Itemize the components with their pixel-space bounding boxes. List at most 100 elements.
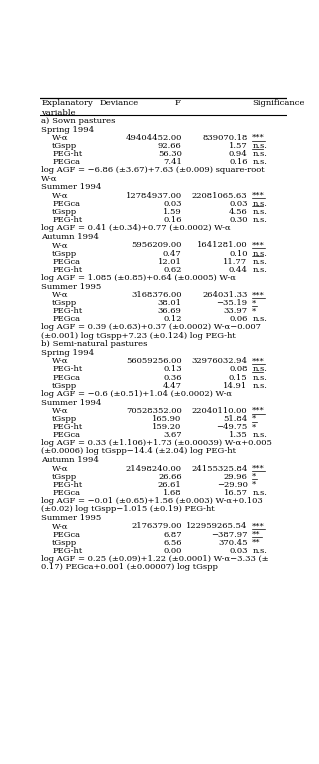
Text: 0.08: 0.08	[229, 365, 248, 374]
Text: PEG-ht: PEG-ht	[52, 151, 83, 158]
Text: *: *	[252, 473, 256, 481]
Text: W-α: W-α	[41, 174, 58, 183]
Text: *: *	[252, 299, 256, 307]
Text: 14.91: 14.91	[223, 381, 248, 390]
Text: 370.45: 370.45	[218, 539, 248, 547]
Text: Summer 1994: Summer 1994	[41, 399, 102, 406]
Text: 0.15: 0.15	[229, 374, 248, 381]
Text: 1.35: 1.35	[229, 431, 248, 439]
Text: 56059256.00: 56059256.00	[126, 358, 182, 365]
Text: log AGF = 0.39 (±0.63)+0.37 (±0.0002) W-α−0.007: log AGF = 0.39 (±0.63)+0.37 (±0.0002) W-…	[41, 323, 262, 332]
Text: ***: ***	[252, 358, 265, 365]
Text: 0.44: 0.44	[229, 266, 248, 274]
Text: 6.87: 6.87	[163, 530, 182, 539]
Text: PEG-ht: PEG-ht	[52, 266, 83, 274]
Text: (±0.02) log tGspp−1.015 (±0.19) PEG-ht: (±0.02) log tGspp−1.015 (±0.19) PEG-ht	[41, 505, 215, 513]
Text: 36.69: 36.69	[158, 307, 182, 316]
Text: Spring 1994: Spring 1994	[41, 349, 94, 357]
Text: PEGca: PEGca	[52, 200, 80, 208]
Text: 0.06: 0.06	[229, 316, 248, 323]
Text: 38.01: 38.01	[158, 299, 182, 307]
Text: Autumn 1994: Autumn 1994	[41, 456, 99, 465]
Text: PEG-ht: PEG-ht	[52, 423, 83, 431]
Text: F: F	[175, 99, 181, 108]
Text: tGspp: tGspp	[52, 381, 78, 390]
Text: W-α: W-α	[52, 358, 69, 365]
Text: 0.00: 0.00	[163, 547, 182, 555]
Text: 1.68: 1.68	[163, 489, 182, 497]
Text: tGspp: tGspp	[52, 473, 78, 481]
Text: n.s.: n.s.	[252, 365, 267, 374]
Text: 26.66: 26.66	[158, 473, 182, 481]
Text: 0.47: 0.47	[163, 250, 182, 257]
Text: Significance: Significance	[252, 99, 305, 108]
Text: W-α: W-α	[52, 241, 69, 249]
Text: n.s.: n.s.	[252, 381, 267, 390]
Text: W-α: W-α	[52, 407, 69, 415]
Text: −49.75: −49.75	[216, 423, 248, 431]
Text: 0.13: 0.13	[163, 365, 182, 374]
Text: (±0.0006) log tGspp−14.4 (±2.04) log PEG-ht: (±0.0006) log tGspp−14.4 (±2.04) log PEG…	[41, 448, 236, 455]
Text: tGspp: tGspp	[52, 250, 78, 257]
Text: PEGca: PEGca	[52, 374, 80, 381]
Text: n.s.: n.s.	[252, 200, 267, 208]
Text: PEG-ht: PEG-ht	[52, 365, 83, 374]
Text: 4.56: 4.56	[229, 208, 248, 216]
Text: W-α: W-α	[52, 465, 69, 473]
Text: n.s.: n.s.	[252, 431, 267, 439]
Text: b) Semi-natural pastures: b) Semi-natural pastures	[41, 341, 148, 348]
Text: −35.19: −35.19	[217, 299, 248, 307]
Text: tGspp: tGspp	[52, 299, 78, 307]
Text: 839070.18: 839070.18	[202, 134, 248, 142]
Text: 0.17) PEGca+0.001 (±0.00007) log tGspp: 0.17) PEGca+0.001 (±0.00007) log tGspp	[41, 563, 218, 571]
Text: PEG-ht: PEG-ht	[52, 481, 83, 489]
Text: 159.20: 159.20	[152, 423, 182, 431]
Text: Explanatory
variable: Explanatory variable	[41, 99, 93, 117]
Text: tGspp: tGspp	[52, 208, 78, 216]
Text: ***: ***	[252, 465, 265, 473]
Text: 0.16: 0.16	[229, 158, 248, 167]
Text: (±0.001) log tGspp+7.23 (±0.124) log PEG-ht: (±0.001) log tGspp+7.23 (±0.124) log PEG…	[41, 332, 236, 339]
Text: n.s.: n.s.	[252, 257, 267, 266]
Text: PEG-ht: PEG-ht	[52, 547, 83, 555]
Text: −29.90: −29.90	[217, 481, 248, 489]
Text: Summer 1995: Summer 1995	[41, 283, 102, 290]
Text: log AGF = −6.86 (±3.67)+7.63 (±0.009) square-root: log AGF = −6.86 (±3.67)+7.63 (±0.009) sq…	[41, 167, 265, 174]
Text: 122959265.54: 122959265.54	[186, 523, 248, 530]
Text: a) Sown pastures: a) Sown pastures	[41, 117, 116, 125]
Text: n.s.: n.s.	[252, 142, 267, 150]
Text: 22040110.00: 22040110.00	[192, 407, 248, 415]
Text: 7.41: 7.41	[163, 158, 182, 167]
Text: PEGca: PEGca	[52, 431, 80, 439]
Text: Autumn 1994: Autumn 1994	[41, 233, 99, 241]
Text: Spring 1994: Spring 1994	[41, 125, 94, 134]
Text: tGspp: tGspp	[52, 415, 78, 423]
Text: 1641281.00: 1641281.00	[197, 241, 248, 249]
Text: n.s.: n.s.	[252, 547, 267, 555]
Text: W-α: W-α	[52, 192, 69, 199]
Text: *: *	[252, 415, 256, 423]
Text: 26.61: 26.61	[158, 481, 182, 489]
Text: log AGF = 0.25 (±0.09)+1.22 (±0.0001) W-α−3.33 (±: log AGF = 0.25 (±0.09)+1.22 (±0.0001) W-…	[41, 555, 269, 563]
Text: W-α: W-α	[52, 523, 69, 530]
Text: 0.30: 0.30	[229, 216, 248, 224]
Text: PEG-ht: PEG-ht	[52, 216, 83, 224]
Text: 3.67: 3.67	[163, 431, 182, 439]
Text: ***: ***	[252, 134, 265, 142]
Text: 21498240.00: 21498240.00	[126, 465, 182, 473]
Text: 0.36: 0.36	[163, 374, 182, 381]
Text: PEGca: PEGca	[52, 158, 80, 167]
Text: W-α: W-α	[52, 291, 69, 299]
Text: n.s.: n.s.	[252, 374, 267, 381]
Text: 264031.33: 264031.33	[202, 291, 248, 299]
Text: 3168376.00: 3168376.00	[131, 291, 182, 299]
Text: 0.16: 0.16	[163, 216, 182, 224]
Text: Summer 1994: Summer 1994	[41, 183, 102, 191]
Text: n.s.: n.s.	[252, 208, 267, 216]
Text: 4.47: 4.47	[163, 381, 182, 390]
Text: −387.97: −387.97	[211, 530, 248, 539]
Text: 0.94: 0.94	[229, 151, 248, 158]
Text: log AGF = 0.33 (±1.106)+1.73 (±0.00039) W-α+0.005: log AGF = 0.33 (±1.106)+1.73 (±0.00039) …	[41, 439, 272, 448]
Text: log AGF = 0.41 (±0.34)+0.77 (±0.0002) W-α: log AGF = 0.41 (±0.34)+0.77 (±0.0002) W-…	[41, 224, 231, 232]
Text: 56.30: 56.30	[158, 151, 182, 158]
